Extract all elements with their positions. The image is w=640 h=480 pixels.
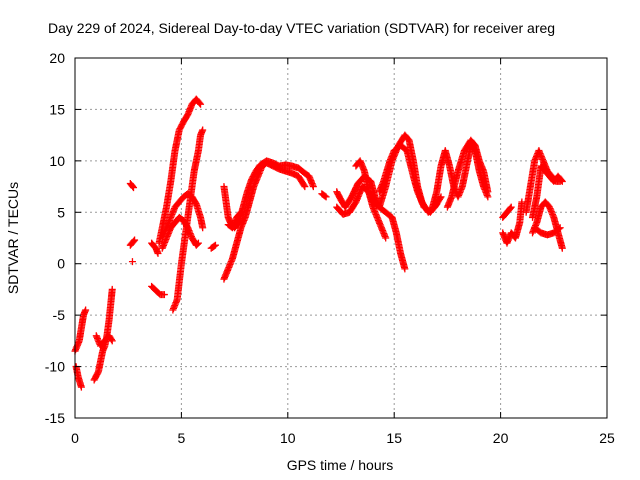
y-tick-label: 0 bbox=[57, 256, 65, 272]
series-track-i bbox=[148, 282, 168, 299]
data-point-marker bbox=[321, 192, 329, 200]
data-point-marker bbox=[82, 306, 90, 314]
y-tick-label: 5 bbox=[57, 204, 65, 220]
series-track-o bbox=[220, 157, 317, 232]
data-point-marker bbox=[506, 204, 514, 212]
y-tick-label: -15 bbox=[45, 410, 65, 426]
series-track-p bbox=[220, 159, 309, 283]
data-point-marker bbox=[556, 224, 564, 232]
data-point-marker bbox=[555, 225, 563, 233]
series-track-u bbox=[352, 157, 409, 273]
data-point-marker bbox=[557, 176, 565, 184]
x-tick-label: 10 bbox=[280, 430, 296, 446]
data-point-marker bbox=[507, 203, 515, 211]
y-tick-label: 10 bbox=[49, 153, 65, 169]
chart-title: Day 229 of 2024, Sidereal Day-to-day VTE… bbox=[48, 20, 555, 36]
x-tick-label: 25 bbox=[599, 430, 615, 446]
data-point-marker bbox=[108, 337, 116, 345]
data-point-marker bbox=[193, 240, 201, 248]
y-tick-label: -5 bbox=[53, 307, 66, 323]
y-axis-label: SDTVAR / TECUs bbox=[5, 182, 21, 294]
series-track-q bbox=[224, 208, 245, 232]
data-point-marker bbox=[300, 181, 308, 189]
data-point-marker bbox=[197, 100, 205, 108]
x-tick-label: 20 bbox=[493, 430, 509, 446]
data-marks bbox=[71, 95, 566, 391]
y-tick-label: -10 bbox=[45, 359, 65, 375]
series-track-f bbox=[126, 236, 139, 249]
series-track-y bbox=[499, 198, 526, 247]
series-track-x bbox=[443, 136, 492, 211]
data-point-marker bbox=[382, 234, 390, 242]
series-track-n bbox=[207, 241, 219, 252]
series-track-a bbox=[71, 306, 90, 355]
data-point-marker bbox=[129, 183, 137, 191]
data-point-marker bbox=[211, 241, 219, 249]
data-point-marker bbox=[518, 198, 526, 206]
series-track-ab bbox=[529, 162, 566, 221]
data-point-marker bbox=[236, 209, 244, 217]
data-point-marker bbox=[484, 188, 492, 196]
data-point-marker bbox=[558, 244, 566, 252]
data-point-marker bbox=[77, 383, 85, 391]
data-point-marker bbox=[154, 249, 162, 257]
data-point-marker bbox=[130, 237, 138, 245]
data-point-marker bbox=[130, 184, 138, 192]
x-axis-label: GPS time / hours bbox=[287, 457, 394, 473]
x-tick-label: 5 bbox=[178, 430, 186, 446]
data-point-marker bbox=[401, 265, 409, 273]
series-track-z bbox=[499, 203, 515, 221]
data-point-marker bbox=[309, 183, 317, 191]
data-point-marker bbox=[558, 177, 566, 185]
plot-frame bbox=[74, 57, 608, 419]
x-tick-label: 15 bbox=[386, 430, 402, 446]
data-point-marker bbox=[108, 285, 116, 293]
data-point-marker bbox=[199, 126, 207, 134]
data-point-marker bbox=[160, 291, 168, 299]
data-point-marker bbox=[301, 183, 309, 191]
series-track-ad bbox=[531, 224, 564, 239]
x-tick-label: 0 bbox=[71, 430, 79, 446]
series-track-g bbox=[128, 258, 136, 266]
data-point-marker bbox=[237, 208, 245, 216]
y-tick-label: 15 bbox=[49, 101, 65, 117]
data-point-marker bbox=[128, 258, 136, 266]
data-point-marker bbox=[131, 236, 139, 244]
data-point-marker bbox=[199, 224, 207, 232]
series-track-r bbox=[318, 190, 330, 201]
y-tick-label: 20 bbox=[49, 50, 65, 66]
series-track-e bbox=[126, 179, 138, 192]
data-point-marker bbox=[210, 242, 218, 250]
series-track-v bbox=[375, 141, 441, 216]
series-track-d bbox=[92, 332, 116, 350]
data-point-marker bbox=[322, 193, 330, 201]
data-point-marker bbox=[196, 99, 204, 107]
axis-ticks: 0 5 10 15 20 25 -15 -10 -5 0 5 10 15 20 bbox=[45, 50, 615, 446]
data-point-marker bbox=[194, 239, 202, 247]
data-point-marker bbox=[107, 336, 115, 344]
series-track-h bbox=[148, 239, 162, 257]
series-track-m bbox=[169, 126, 207, 314]
